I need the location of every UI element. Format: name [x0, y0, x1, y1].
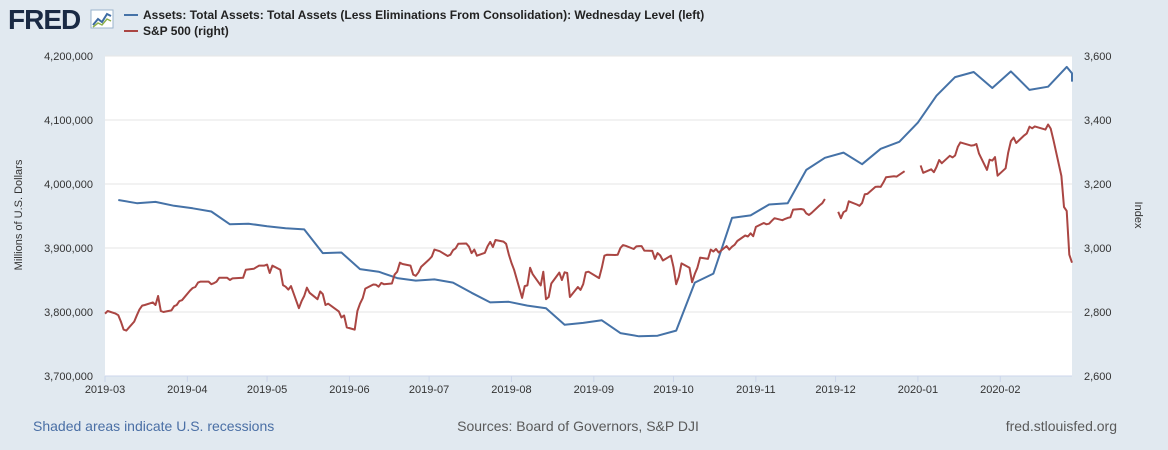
y-right-tick-label: 3,600: [1084, 51, 1112, 63]
x-tick-label: 2019-10: [653, 384, 693, 396]
assets-series-line: [118, 65, 1073, 338]
x-tick-label: 2020-01: [898, 384, 938, 396]
legend: Assets: Total Assets: Total Assets (Less…: [124, 8, 704, 38]
sources-text: Sources: Board of Governors, S&P DJI: [457, 418, 699, 434]
x-tick-label: 2019-12: [815, 384, 855, 396]
y-right-tick-label: 3,400: [1084, 115, 1112, 127]
sp500-series-line: [919, 123, 1073, 264]
series-lines: [104, 65, 1073, 338]
gridlines: [105, 55, 1072, 313]
y-left-tick-label: 3,900,000: [44, 243, 93, 255]
y-axis-left-title: Millions of U.S. Dollars: [13, 159, 25, 270]
x-tick-label: 2019-03: [85, 384, 125, 396]
y-left-tick-label: 4,000,000: [44, 179, 93, 191]
fred-logo-graph-icon: [90, 9, 114, 29]
site-link[interactable]: fred.stlouisfed.org: [1006, 418, 1117, 434]
y-left-tick-label: 3,800,000: [44, 307, 93, 319]
x-tick-label: 2019-05: [247, 384, 287, 396]
y-right-tick-label: 3,000: [1084, 243, 1112, 255]
sp500-series-line: [104, 198, 826, 332]
legend-entry[interactable]: S&P 500 (right): [143, 24, 229, 38]
y-left-tick-label: 4,100,000: [44, 115, 93, 127]
x-tick-label: 2019-08: [491, 384, 531, 396]
y-axis-left: 3,700,000 3,800,000 3,900,000 4,000,000 4,10…: [44, 51, 93, 383]
x-tick-label: 2020-02: [980, 384, 1020, 396]
x-tick-label: 2019-06: [329, 384, 369, 396]
x-tick-label: 2019-07: [409, 384, 449, 396]
x-tick-label: 2019-09: [574, 384, 614, 396]
x-tick-label: 2019-11: [736, 384, 776, 396]
x-tick-label: 2019-04: [167, 384, 207, 396]
legend-entry[interactable]: Assets: Total Assets: Total Assets (Less…: [143, 8, 704, 22]
fred-logo-text: FRED: [8, 4, 81, 35]
recession-note-link[interactable]: Shaded areas indicate U.S. recessions: [33, 418, 274, 434]
y-axis-right-title: Index: [1132, 202, 1144, 229]
y-left-tick-label: 3,700,000: [44, 371, 93, 383]
plot-area: [105, 56, 1072, 376]
y-right-tick-label: 2,600: [1084, 371, 1112, 383]
y-axis-right: 2,600 2,800 3,000 3,200 3,400 3,600: [1084, 51, 1112, 383]
sp500-series-line: [837, 170, 906, 220]
y-left-tick-label: 4,200,000: [44, 51, 93, 63]
y-right-tick-label: 2,800: [1084, 307, 1112, 319]
y-right-tick-label: 3,200: [1084, 179, 1112, 191]
fred-logo[interactable]: FRED: [8, 4, 114, 35]
x-axis: 2019-03 2019-04 2019-05 2019-06 2019-07 2019-…: [85, 375, 1072, 396]
